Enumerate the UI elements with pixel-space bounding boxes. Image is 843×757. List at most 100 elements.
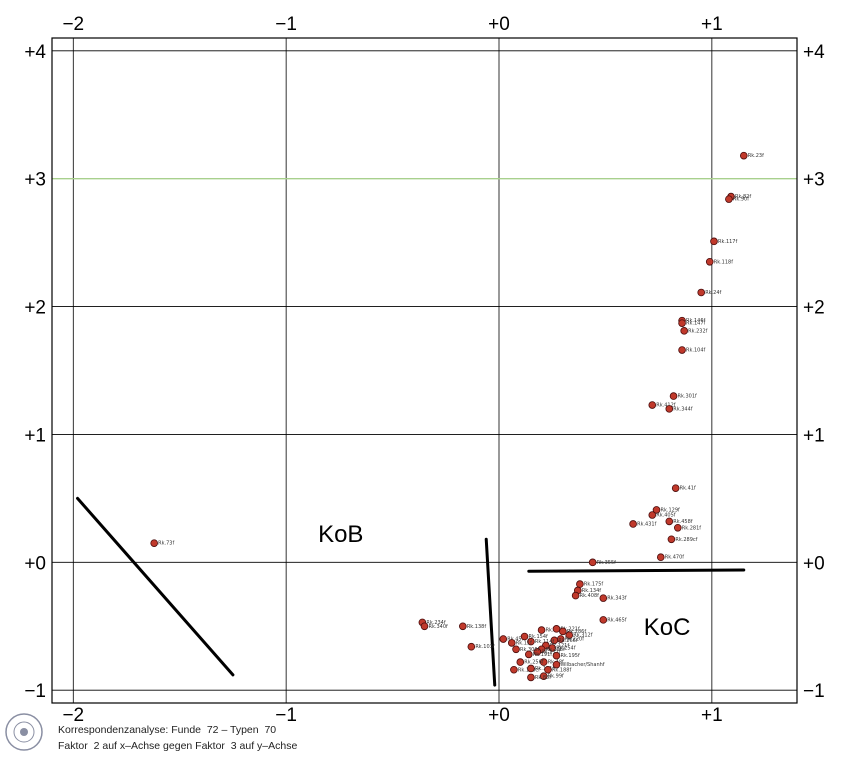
data-point-label: Rk.117f (718, 239, 738, 245)
data-point-label: Rk.458f (673, 519, 693, 525)
data-point-label: Rk.289cf (675, 537, 697, 543)
data-point-marker (552, 625, 561, 633)
separator-lines (76, 496, 746, 687)
data-point-marker (527, 664, 535, 673)
data-point-marker (671, 484, 680, 492)
data-point-label: Rk.254f (556, 646, 576, 652)
data-point-label: Rk.85f (535, 675, 551, 681)
x-tick-label-top: +0 (488, 14, 510, 35)
data-point-marker (510, 665, 518, 674)
data-point-label: Rk.146f (686, 318, 706, 324)
data-point: Rk.266f (550, 636, 578, 645)
data-point-marker (725, 195, 733, 203)
y-tick-label-left: −1 (24, 681, 46, 702)
data-point-marker (656, 553, 665, 562)
data-point: Rk.45f (499, 635, 524, 643)
data-point-label: Rk.175f (584, 582, 604, 588)
data-point-label: Rk.306f (520, 647, 540, 653)
data-point-label: Rk.11f (516, 640, 532, 646)
data-point: Rk.405f (648, 511, 676, 519)
data-point-label: Rk.234f (426, 620, 446, 626)
data-point-label: Rk.147f (686, 321, 706, 327)
data-point-label: Rk.73f (158, 541, 174, 547)
data-point-marker (667, 535, 676, 544)
data-point-label: Rk.121f (550, 643, 570, 649)
data-point-label: Rk.99f (548, 674, 564, 680)
data-point: Rk.281f (673, 523, 702, 532)
data-point: Rk.465f (599, 616, 627, 624)
separator-line (484, 537, 497, 687)
data-point-marker (459, 622, 467, 631)
data-point: Rk.117f (710, 237, 738, 246)
data-point-marker (512, 645, 520, 654)
data-point-label: Rk.301f (678, 394, 698, 400)
x-tick-label-top: +1 (701, 14, 723, 35)
x-tick-label-top: −2 (62, 14, 84, 35)
data-point: Rk.412f (648, 401, 676, 409)
data-point: Rk.85f (527, 673, 551, 682)
data-point-label: Rk.191f (533, 652, 553, 658)
x-tick-label-top: −1 (275, 14, 297, 35)
x-tick-label-bottom: +1 (701, 705, 723, 726)
x-tick-label-bottom: −1 (275, 705, 297, 726)
data-point-marker (665, 517, 674, 526)
data-point-label: Rk.41f (680, 486, 696, 492)
data-point: Rk.24f (697, 288, 722, 297)
data-point-marker (680, 327, 688, 335)
data-point: Rk.175f (576, 580, 604, 588)
data-point-label: Rk.465f (607, 617, 627, 623)
data-point-marker (520, 632, 529, 641)
data-point-marker (552, 660, 561, 669)
separator-line (76, 496, 235, 677)
data-point-marker (710, 237, 718, 246)
data-point: Rk.191f (524, 650, 553, 659)
data-point-label: Rk.408f (580, 593, 600, 599)
publisher-seal-icon (4, 712, 44, 752)
data-point-marker (527, 637, 535, 646)
data-point-marker (739, 151, 748, 160)
data-point: Rk.154f (520, 632, 549, 641)
data-point-marker (599, 616, 608, 624)
data-point-label: Rk.45f (507, 637, 523, 643)
data-point-label: Rk.281f (682, 525, 702, 531)
data-point: Wilbacher/Shanhf (552, 660, 605, 669)
data-point: Rk.129f (652, 506, 680, 514)
data-point-marker (539, 658, 548, 666)
data-point-label: Rk.266f (558, 638, 578, 644)
data-point-marker (629, 520, 637, 528)
data-point-label: Rk.104f (686, 348, 706, 354)
data-point: Rk.73f (150, 539, 174, 547)
data-point-marker (507, 639, 516, 647)
data-point-marker (552, 651, 561, 660)
x-tick-label-bottom: +0 (488, 705, 510, 726)
data-point-label: Rk.405f (656, 513, 676, 519)
data-point-label: Rk.24f (705, 290, 721, 296)
data-point-marker (599, 594, 608, 602)
data-point: Rk.41f (671, 484, 696, 492)
data-point: Rk.90f (725, 195, 749, 203)
data-point-label: Rk.256f (524, 660, 544, 666)
data-point: Rk.99f (539, 672, 564, 680)
data-point-label: Rk.134f (582, 588, 602, 594)
region-label: KoC (644, 614, 691, 641)
data-point-marker (673, 523, 682, 532)
y-tick-label-right: +1 (803, 425, 825, 446)
y-tick-label-left: +1 (24, 425, 46, 446)
data-point: Rk.289cf (667, 535, 698, 544)
data-point-marker (652, 506, 661, 514)
data-point: Rk.232f (680, 327, 708, 335)
data-point-marker (576, 580, 584, 588)
y-tick-label-left: +0 (24, 553, 46, 574)
data-point-marker (467, 642, 476, 651)
data-point: Rk.458f (665, 517, 693, 526)
data-point: Rk.195f (552, 651, 580, 660)
y-tick-label-right: +3 (803, 170, 825, 191)
data-point-marker (705, 257, 714, 266)
data-point-label: Rk.470f (665, 555, 685, 561)
y-tick-label-left: +3 (24, 170, 46, 191)
data-point-marker (527, 673, 535, 682)
data-point: Rk.211f (533, 648, 561, 656)
data-point-marker (678, 346, 686, 354)
data-point-label: Rk.154f (529, 634, 549, 640)
